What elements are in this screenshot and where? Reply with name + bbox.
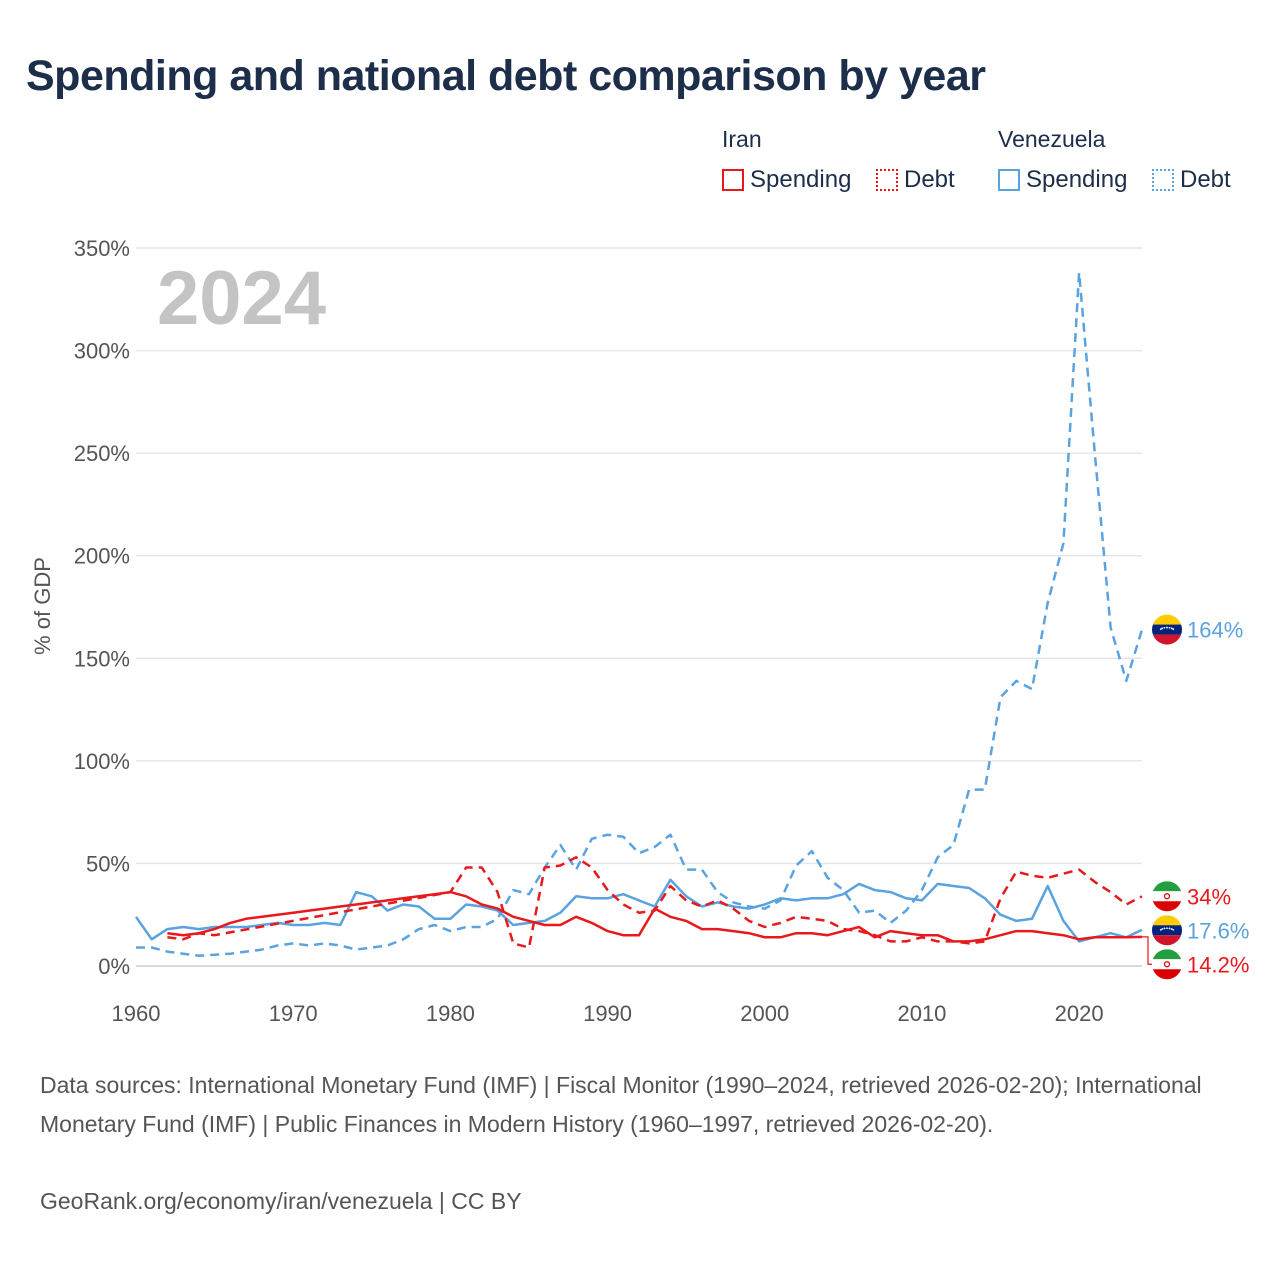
footer-sources: Data sources: International Monetary Fun… (40, 1072, 1202, 1137)
x-tick-label: 1970 (269, 1001, 318, 1026)
series-lines (134, 271, 1144, 957)
end-labels: 164% 34% 17.6% 14.2% (1142, 614, 1249, 980)
end-label-venezuela_spending: 17.6% (1187, 918, 1249, 943)
legend-item-iran-debt[interactable]: Debt (876, 166, 955, 194)
y-tick-label: 300% (74, 339, 130, 364)
y-tick-label: 250% (74, 441, 130, 466)
x-tick-label: 1990 (583, 1001, 632, 1026)
chart-title: Spending and national debt comparison by… (26, 52, 986, 100)
y-tick-label: 50% (86, 851, 130, 876)
series-line-iran_debt (167, 856, 1143, 949)
end-label-connector (1142, 936, 1154, 965)
iran-flag-icon (1152, 949, 1182, 980)
series-line-venezuela_debt (136, 271, 1144, 957)
footer-credit[interactable]: GeoRank.org/economy/iran/venezuela | CC … (40, 1188, 522, 1214)
legend-swatch-venezuela-spending (998, 169, 1020, 191)
iran-flag-icon (1152, 881, 1182, 912)
legend-group-iran: Iran (722, 126, 762, 152)
legend-swatch-iran-spending (722, 169, 744, 191)
x-tick-label: 2020 (1055, 1001, 1104, 1026)
x-tick-label: 1960 (112, 1001, 161, 1026)
series-line-iran_spending (167, 890, 1143, 943)
series-line-venezuela_spending (134, 878, 1143, 943)
gridlines (136, 247, 1142, 967)
end-label-venezuela_debt: 164% (1187, 618, 1243, 643)
y-tick-label: 0% (98, 954, 130, 979)
legend-label-iran-debt: Debt (904, 166, 955, 193)
legend-label-venezuela-spending: Spending (1026, 166, 1128, 193)
venezuela-flag-icon (1152, 915, 1182, 946)
end-label-iran_debt: 34% (1187, 884, 1231, 909)
legend-swatch-venezuela-debt (1152, 169, 1174, 191)
legend-label-iran-spending: Spending (750, 166, 852, 193)
y-axis: 0% 50% 100% 150% 200% 250% 300% 350% (74, 236, 130, 979)
legend-group-venezuela: Venezuela (998, 126, 1106, 152)
venezuela-flag-icon (1152, 614, 1182, 645)
x-tick-label: 2000 (740, 1001, 789, 1026)
legend-item-iran-spending[interactable]: Spending (722, 166, 851, 194)
legend-swatch-iran-debt (876, 169, 898, 191)
x-tick-label: 2010 (897, 1001, 946, 1026)
x-axis: 1960 1970 1980 1990 2000 2010 2020 (112, 1001, 1104, 1026)
x-tick-label: 1980 (426, 1001, 475, 1026)
y-tick-label: 150% (74, 646, 130, 671)
y-axis-label: % of GDP (30, 557, 55, 655)
legend-item-venezuela-spending[interactable]: Spending (998, 166, 1127, 194)
year-watermark: 2024 (157, 256, 326, 341)
y-tick-label: 100% (74, 749, 130, 774)
end-label-iran_spending: 14.2% (1187, 952, 1249, 977)
legend-label-venezuela-debt: Debt (1180, 166, 1231, 193)
y-tick-label: 350% (74, 236, 130, 261)
line-chart: 2024 0%50%100%150%200%250%300%350% 1960 1… (30, 236, 1249, 1026)
legend-item-venezuela-debt[interactable]: Debt (1152, 166, 1231, 194)
y-tick-label: 200% (74, 544, 130, 569)
